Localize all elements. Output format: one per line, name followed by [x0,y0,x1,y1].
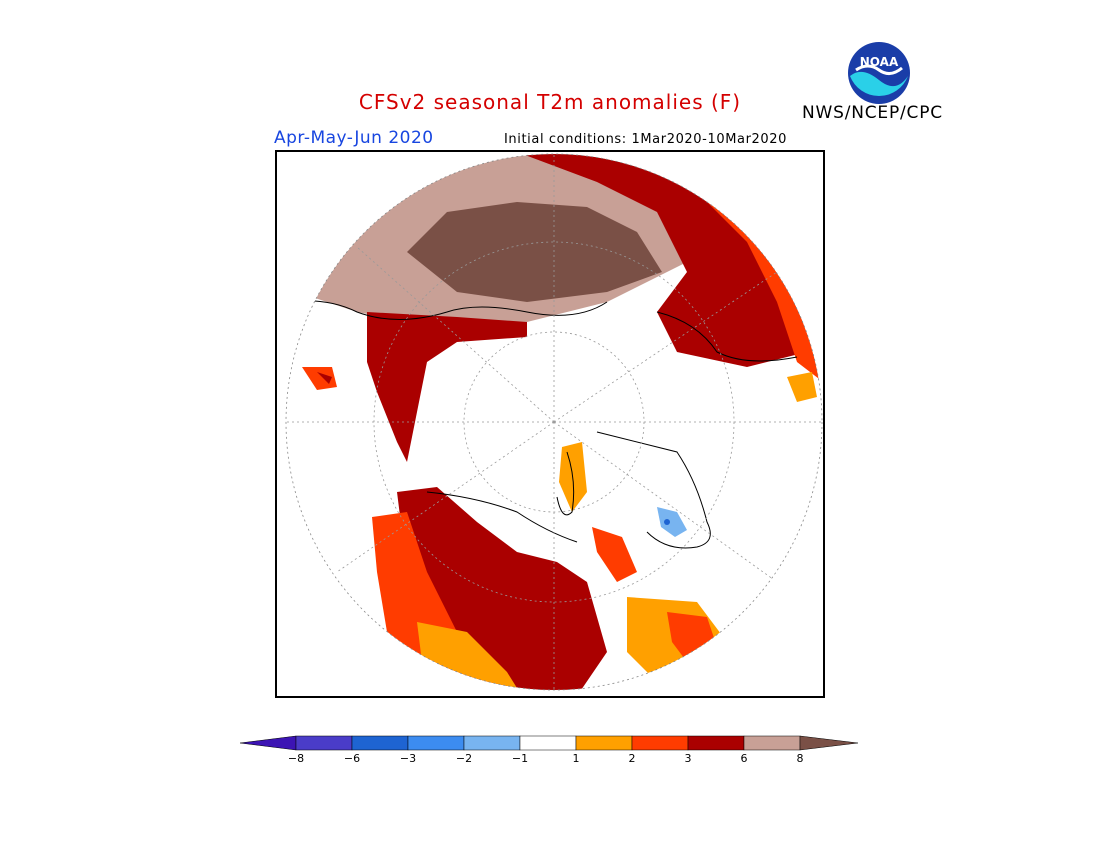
colorbar-label: −8 [287,752,305,765]
colorbar-label: 6 [740,752,748,765]
colorbar-label: 8 [796,752,804,765]
colorbar-label: −2 [455,752,473,765]
colorbar-box [295,735,353,751]
forecast-period: Apr-May-Jun 2020 [274,128,434,148]
blue-anomaly [657,507,687,537]
colorbar-box [743,735,801,751]
colorbar-label: 1 [572,752,580,765]
asia-brown-region [407,202,662,302]
colorbar-label: −1 [511,752,529,765]
canada-red-patch [592,527,637,582]
colorbar-box [519,735,577,751]
agency-label: NWS/NCEP/CPC [802,103,943,123]
colorbar-label: 2 [628,752,636,765]
colorbar [239,735,859,751]
colorbar-box [351,735,409,751]
europe-orange-patch [787,372,817,402]
colorbar-label: −6 [343,752,361,765]
colorbar-box [631,735,689,751]
europe-dark-patch [317,372,332,384]
colorbar-arrow-right [799,735,859,751]
chart-title: CFSv2 seasonal T2m anomalies (F) [358,90,742,114]
colorbar-label: 3 [684,752,692,765]
noaa-logo-text: NOAA [860,55,899,69]
europe-red-patch [302,367,337,390]
colorbar-label: −3 [399,752,417,765]
colorbar-box [687,735,745,751]
colorbar-box [463,735,521,751]
colorbar-arrow-left [239,735,297,751]
colorbar-box [575,735,633,751]
asia-dark-red-south [367,312,527,462]
colorbar-box [407,735,465,751]
polar-map [275,150,825,698]
noaa-logo: NOAA [846,40,912,106]
initial-conditions: Initial conditions: 1Mar2020-10Mar2020 [504,132,788,147]
